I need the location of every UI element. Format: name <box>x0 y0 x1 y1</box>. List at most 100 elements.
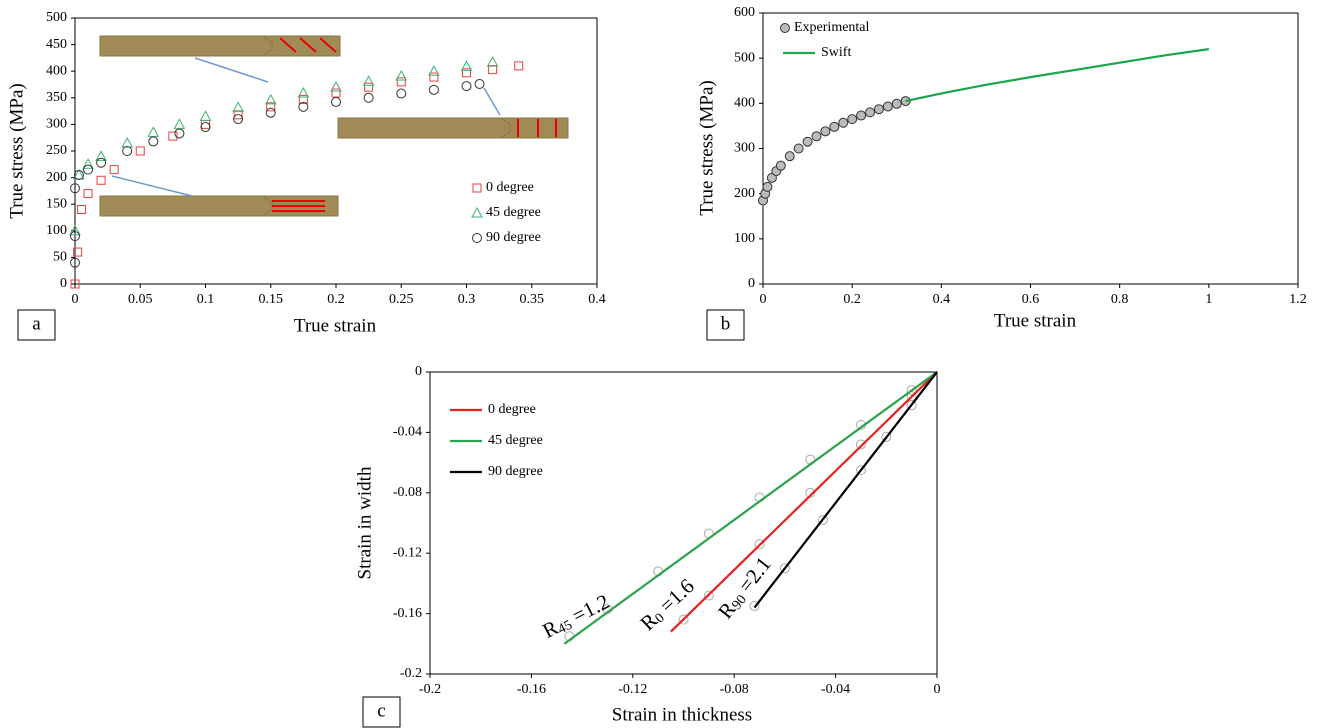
arrows <box>272 200 325 212</box>
point <box>460 60 473 71</box>
y-axis-label: True stress (MPa) <box>6 83 27 218</box>
point <box>779 563 790 574</box>
x-tick-label: 1 <box>1205 292 1212 307</box>
legend-label: 45 degree <box>486 205 541 220</box>
y-tick-label: 0 <box>60 276 67 291</box>
point <box>331 97 341 108</box>
panel-label-box <box>17 309 56 341</box>
line <box>905 48 1209 103</box>
y-tick-label: 50 <box>53 250 67 265</box>
y-tick-label: 0 <box>415 364 422 379</box>
specimen-insets <box>99 35 569 217</box>
point <box>96 175 106 185</box>
point <box>265 107 276 118</box>
x-tick-label: 1.2 <box>1289 292 1307 307</box>
annotation-subscript: 45 <box>556 618 575 638</box>
point <box>148 136 159 147</box>
legend-label: Experimental <box>794 20 870 35</box>
x-tick-label: -0.16 <box>517 682 546 697</box>
point <box>906 400 917 411</box>
point <box>70 257 80 268</box>
legend-label: 0 degree <box>488 402 536 417</box>
y-tick-label: -0.08 <box>393 485 422 500</box>
x-axis-label: True strain <box>994 310 1077 331</box>
point <box>881 431 892 442</box>
point <box>298 94 308 104</box>
point <box>429 72 439 82</box>
point <box>817 514 828 525</box>
x-tick-label: 0 <box>934 682 941 697</box>
y-axis-label: Strain in width <box>354 466 375 579</box>
x-tick-label: -0.04 <box>821 682 850 697</box>
point <box>73 169 84 180</box>
point <box>83 164 94 175</box>
plot-frame <box>429 371 938 675</box>
point <box>121 136 134 148</box>
y-tick-label: 150 <box>46 196 67 211</box>
point <box>461 81 472 92</box>
point <box>488 65 498 75</box>
point <box>363 92 374 103</box>
point <box>201 119 210 129</box>
x-tick-label: 0.3 <box>458 292 476 307</box>
y-tick-label: 600 <box>734 5 755 20</box>
point <box>811 131 822 142</box>
point <box>428 84 439 95</box>
point <box>873 104 884 115</box>
x-tick-label: 0.4 <box>933 292 951 307</box>
point <box>891 98 902 109</box>
point <box>766 172 777 183</box>
y-tick-label: 200 <box>46 170 67 185</box>
y-tick-label: 300 <box>734 141 755 156</box>
point <box>838 117 849 128</box>
point <box>73 247 83 257</box>
point <box>233 114 244 125</box>
point <box>802 136 813 147</box>
y-tick-label: -0.2 <box>400 666 422 681</box>
point <box>396 77 406 87</box>
y-tick-label: 500 <box>46 10 67 25</box>
specimen <box>337 117 569 139</box>
x-tick-label: 0.2 <box>327 292 345 307</box>
panel-label-box <box>362 696 401 728</box>
point <box>780 23 790 33</box>
annotation: R90 =2.1 <box>713 552 777 624</box>
legend-label: 45 degree <box>488 433 543 448</box>
x-tick-label: -0.08 <box>720 682 749 697</box>
legend-label: 0 degree <box>486 180 534 195</box>
point <box>264 93 277 105</box>
point <box>882 101 893 112</box>
point <box>396 88 407 99</box>
point <box>749 601 760 612</box>
point <box>147 126 160 137</box>
point <box>856 110 867 121</box>
x-axis-label: True strain <box>294 315 377 336</box>
point <box>472 233 482 243</box>
point <box>362 75 375 86</box>
point <box>135 146 145 156</box>
point <box>784 151 795 162</box>
y-tick-label: 200 <box>734 186 755 201</box>
x-tick-label: 0.4 <box>588 292 606 307</box>
y-tick-label: 250 <box>46 143 67 158</box>
legend-label: Swift <box>821 45 851 60</box>
point <box>793 143 804 154</box>
y-tick-label: 500 <box>734 50 755 65</box>
point <box>462 68 471 78</box>
legend-label: 90 degree <box>488 464 543 479</box>
line <box>753 371 938 609</box>
panel-label: b <box>721 313 731 334</box>
point <box>514 61 524 71</box>
y-tick-label: 300 <box>46 117 67 132</box>
arrows <box>517 119 557 137</box>
y-tick-label: 400 <box>734 96 755 111</box>
x-tick-label: 0.2 <box>843 292 861 307</box>
point <box>109 165 119 175</box>
point <box>174 128 185 139</box>
line <box>670 371 938 633</box>
point <box>754 539 765 550</box>
point <box>865 107 875 118</box>
panel-label: c <box>377 700 385 721</box>
x-tick-label: 0 <box>72 292 79 307</box>
